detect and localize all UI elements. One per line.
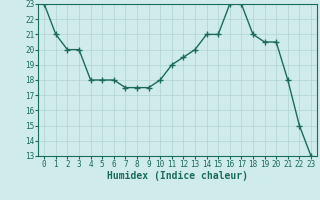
X-axis label: Humidex (Indice chaleur): Humidex (Indice chaleur) xyxy=(107,171,248,181)
